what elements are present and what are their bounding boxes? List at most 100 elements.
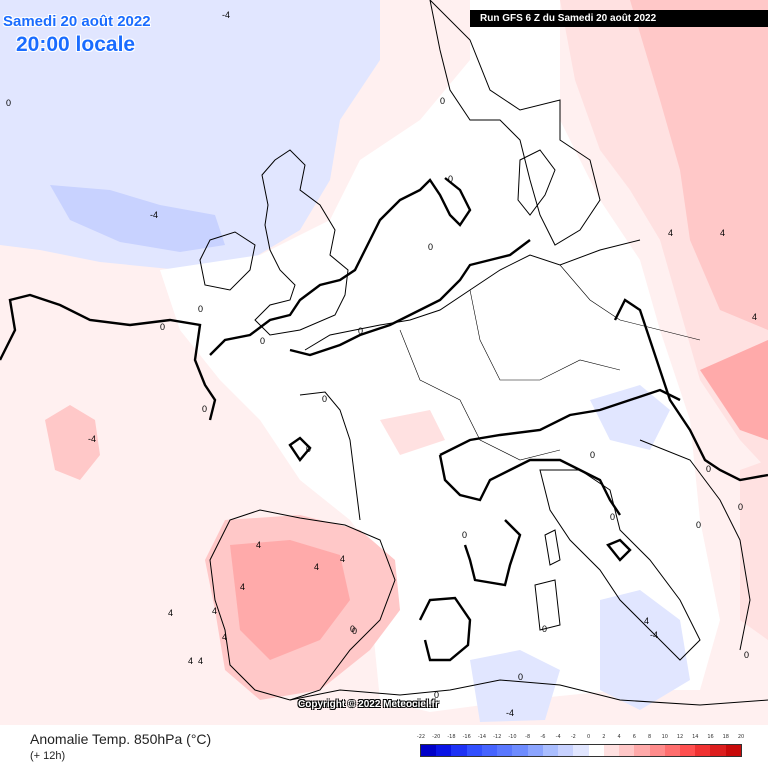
contour-label: -4	[506, 708, 514, 718]
legend-color-cell	[421, 745, 437, 756]
legend-color-cell	[695, 745, 711, 756]
contour-label: 4	[198, 656, 203, 666]
contour-label: 0	[350, 624, 355, 634]
legend-tick-label: -12	[493, 734, 502, 740]
lead-time: (+ 12h)	[30, 750, 66, 762]
legend-color-cell	[679, 745, 696, 756]
contour-label: 0	[358, 326, 363, 336]
legend-tick-label: -14	[477, 734, 487, 740]
contour-label: -4	[222, 10, 230, 20]
contour-label: 0	[260, 336, 265, 346]
contour-label: -4	[88, 434, 96, 444]
legend-color-cell	[634, 745, 650, 756]
contour-label: 0	[202, 404, 207, 414]
legend-color-cell	[603, 745, 620, 756]
contour-label: 4	[240, 582, 245, 592]
legend-tick-label: 8	[647, 734, 652, 740]
forecast-date: Samedi 20 août 2022	[3, 13, 151, 30]
contour-labels: -4 0 -4 0 0 0 0 -4 0 0 0 0 4 4 0 -4 0 4 …	[6, 10, 757, 718]
legend-color-cell	[497, 745, 513, 756]
contour-label: 0	[590, 450, 595, 460]
temperature-anomaly-field: -4 0 -4 0 0 0 0 -4 0 0 0 0 4 4 0 -4 0 4 …	[0, 0, 768, 722]
variable-title: Anomalie Temp. 850hPa (°C)	[30, 731, 212, 747]
contour-label: 0	[160, 322, 165, 332]
contour-label: 0	[542, 624, 547, 634]
legend-tick-label: -22	[416, 734, 426, 740]
contour-label: 4	[314, 562, 319, 572]
legend-tick-label: -16	[462, 734, 471, 740]
legend-tick-label: 18	[722, 734, 729, 740]
contour-label: 4	[752, 312, 757, 322]
legend-tick-label: 0	[587, 734, 591, 740]
legend-tick-label: -20	[432, 734, 441, 740]
copyright-notice: Copyright © 2022 Meteociel.fr	[298, 699, 439, 710]
legend-tick-label: 12	[676, 734, 684, 740]
contour-label: 4	[340, 554, 345, 564]
legend-color-cell	[512, 745, 528, 756]
legend-tick-label: 4	[617, 734, 621, 740]
legend-color-cell	[527, 745, 543, 756]
forecast-local-time: 20:00 locale	[16, 33, 136, 56]
contour-label: 0	[696, 520, 701, 530]
contour-label: 0	[518, 672, 523, 682]
contour-label: 0	[198, 304, 203, 314]
contour-label: 0	[428, 242, 433, 252]
legend-tick-labels: -22 -20 -18 -16 -14 -12 -10 -8 -6 -4 -2 0 2 4 6 8 10 12 14…	[417, 734, 750, 744]
contour-label: -4	[650, 630, 658, 640]
contour-label: 4	[644, 616, 649, 626]
contour-label: 0	[744, 650, 749, 660]
legend-tick-label: 10	[661, 734, 668, 740]
legend-tick-label: 14	[692, 734, 699, 740]
legend-color-cell	[725, 745, 741, 756]
coastlines	[199, 0, 768, 706]
contour-label: 0	[440, 96, 445, 106]
contour-label: 4	[222, 632, 227, 642]
legend-tick-label: -10	[508, 734, 517, 740]
contour-label: 0	[706, 464, 711, 474]
contour-label: 0	[434, 690, 439, 700]
legend-color-cell	[436, 745, 452, 756]
legend-tick-label: -8	[525, 734, 531, 740]
zero-contours	[0, 177, 768, 662]
legend-color-cell	[664, 745, 680, 756]
legend-tick-label: -2	[570, 734, 576, 740]
contour-label: 4	[668, 228, 673, 238]
legend-tick-label: 20	[737, 734, 745, 740]
contour-label: 0	[610, 512, 615, 522]
legend-tick-label: -4	[555, 734, 561, 740]
legend-tick-label: 6	[632, 734, 636, 740]
contour-label: 4	[720, 228, 725, 238]
color-scale-legend: -22 -20 -18 -16 -14 -12 -10 -8 -6 -4 -2 0 2 4 6 8 10 12 14…	[417, 734, 750, 757]
legend-tick-label: -6	[540, 734, 546, 740]
contour-label: 0	[738, 502, 743, 512]
legend-color-cell	[542, 745, 559, 756]
legend-color-cell	[466, 745, 482, 756]
contour-label: 0	[352, 626, 357, 636]
legend-tick-label: 16	[707, 734, 714, 740]
legend-tick-label: 2	[602, 734, 606, 740]
map-footer: Anomalie Temp. 850hPa (°C) (+ 12h) -22 -2…	[0, 725, 768, 768]
legend-color-cell	[558, 745, 574, 756]
anomaly-shading	[0, 0, 768, 722]
contour-label: 4	[256, 540, 261, 550]
contour-label: 0	[462, 530, 467, 540]
model-run-banner: Run GFS 6 Z du Samedi 20 août 2022	[470, 10, 768, 27]
legend-color-bar	[420, 744, 742, 757]
legend-color-cell	[588, 745, 604, 756]
contour-label: -4	[150, 210, 158, 220]
legend-tick-label: -18	[447, 734, 456, 740]
contour-label: 4	[188, 656, 193, 666]
legend-color-cell	[573, 745, 589, 756]
legend-color-cell	[710, 745, 726, 756]
weather-map: -4 0 -4 0 0 0 0 -4 0 0 0 0 4 4 0 -4 0 4 …	[0, 0, 768, 725]
contour-label: 0	[322, 394, 327, 404]
legend-color-cell	[481, 745, 498, 756]
contour-label: 0	[6, 98, 11, 108]
legend-color-cell	[451, 745, 467, 756]
contour-label: 0	[306, 444, 311, 454]
contour-label: 4	[212, 606, 217, 616]
contour-label: 4	[168, 608, 173, 618]
legend-color-cell	[649, 745, 665, 756]
contour-label: 0	[448, 174, 453, 184]
legend-color-cell	[619, 745, 635, 756]
